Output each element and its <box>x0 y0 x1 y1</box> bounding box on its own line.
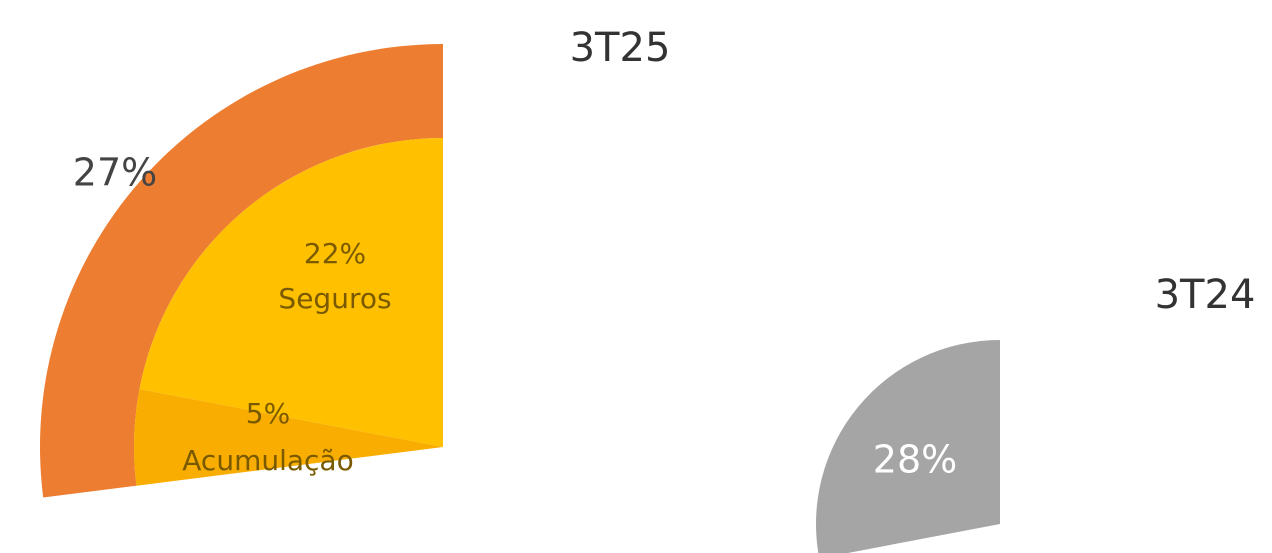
pie-slice <box>139 138 443 447</box>
chart-title: 3T24 <box>1155 272 1256 318</box>
category-label: Seguros <box>278 282 391 315</box>
pie-slice <box>133 389 443 486</box>
pie-slice <box>40 44 443 498</box>
data-label: 28% <box>873 438 957 482</box>
data-label: 5% <box>246 397 290 430</box>
chart-title: 3T25 <box>570 25 671 71</box>
pie-slice <box>816 340 1000 553</box>
data-label: 22% <box>304 237 366 270</box>
category-label: Acumulação <box>182 444 353 477</box>
data-label: 27% <box>73 151 157 195</box>
